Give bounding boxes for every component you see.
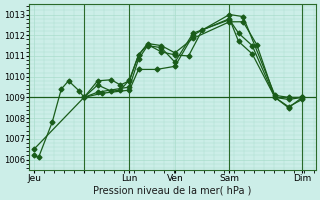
X-axis label: Pression niveau de la mer( hPa ): Pression niveau de la mer( hPa ) — [93, 186, 252, 196]
